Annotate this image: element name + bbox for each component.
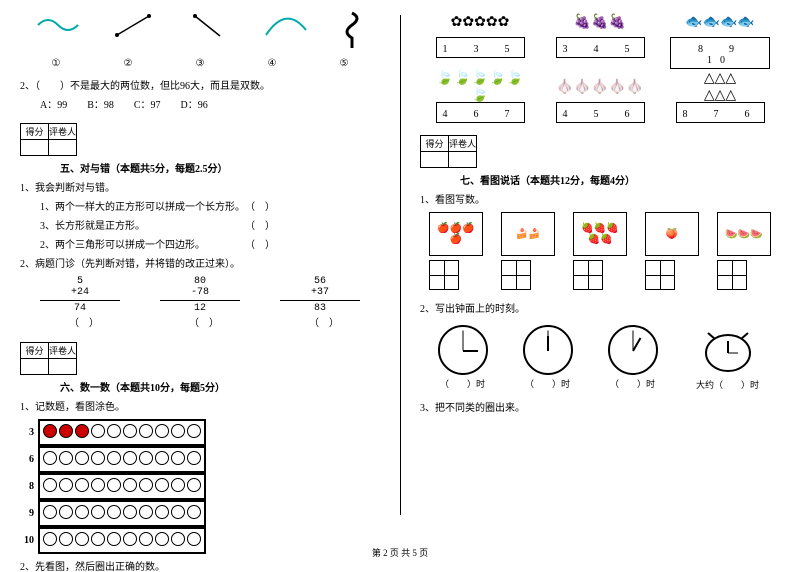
label-2: ② — [124, 58, 133, 69]
score-section-7: 得分评卷人 — [420, 135, 780, 168]
section6-title: 六、数一数（本题共10分，每题5分） — [60, 379, 380, 394]
page-divider — [400, 15, 401, 515]
pic-boxes: 🍎🍎🍎🍎 🍰🍰 🍓🍓🍓🍓🍓 🍑 🍉🍉🍉 — [420, 212, 780, 290]
q2-text: 2、（ ）不是最大的两位数，但比96大，而且是双数。 — [20, 77, 380, 92]
section7-title: 七、看图说话（本题共12分，每题4分） — [460, 172, 780, 187]
q7-3: 3、把不同类的圈出来。 — [420, 399, 780, 414]
page-footer: 第 2 页 共 5 页 — [0, 546, 800, 559]
alarm-clock-icon — [693, 323, 763, 373]
q2-options: A：99 B：98 C：97 D：96 — [40, 96, 380, 111]
shape-row — [20, 10, 380, 50]
calc-row: 5+2474（ ） 80-7812（ ） 56+3783（ ） — [20, 276, 380, 330]
q5-1: 1、我会判断对与错。 — [20, 179, 380, 194]
score-section-6: 得分评卷人 — [20, 342, 380, 375]
label-1: ① — [52, 58, 61, 69]
q7-2: 2、写出钟面上的时刻。 — [420, 300, 780, 315]
q7-1: 1、看图写数。 — [420, 191, 780, 206]
q5-2: 2、病题门诊（先判断对错，并将错的改正过来）。 — [20, 255, 380, 270]
label-3: ③ — [196, 58, 205, 69]
q6-2: 2、先看图，然后圈出正确的数。 — [20, 558, 380, 572]
q5-1-item1: 1、两个一样大的正方形可以拼成一个长方形。 （ ） — [40, 198, 380, 213]
q6-1: 1、记数题，看图涂色。 — [20, 398, 380, 413]
count-top: ✿✿✿✿✿1 3 5 🍇🍇🍇3 4 5 🐟🐟🐟🐟8 9 10 — [420, 10, 780, 69]
q5-1-item3: 2、两个三角形可以拼成一个四边形。 （ ） — [40, 236, 380, 251]
q5-1-item2: 3、长方形就是正方形。 （ ） — [40, 217, 380, 232]
count-bottom: 🍃🍃🍃🍃🍃🍃4 6 7 🧄🧄🧄🧄🧄4 5 6 △△△△△△8 7 6 — [420, 75, 780, 123]
score-section-5: 得分评卷人 — [20, 123, 380, 156]
label-5: ⑤ — [340, 58, 349, 69]
section5-title: 五、对与错（本题共5分，每题2.5分） — [60, 160, 380, 175]
shape-labels: ① ② ③ ④ ⑤ — [20, 58, 380, 69]
label-4: ④ — [268, 58, 277, 69]
clocks-row: （ ）时 （ ）时 （ ）时 大约（ ）时 — [420, 323, 780, 391]
beads-chart: 3 6 8 9 10 — [20, 419, 380, 554]
